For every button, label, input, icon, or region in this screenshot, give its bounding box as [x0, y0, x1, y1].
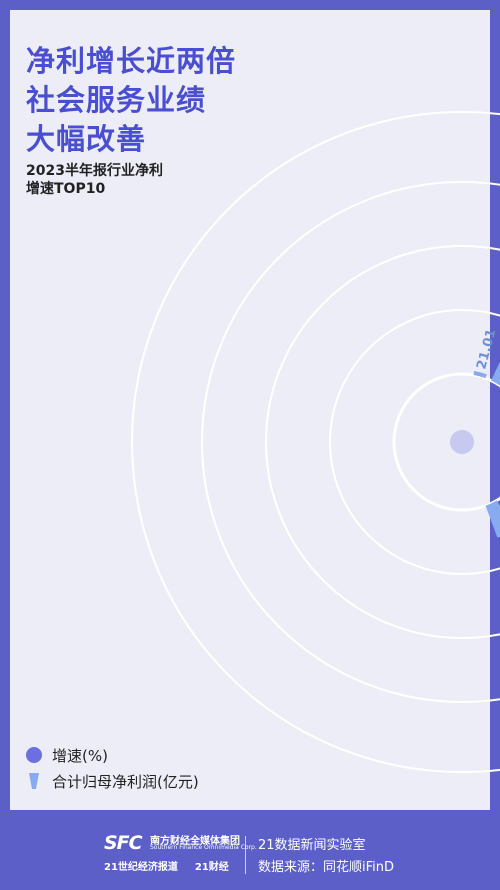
legend-bar-icon [29, 773, 39, 789]
title-line-1: 净利增长近两倍 [26, 44, 237, 78]
center-dot [450, 430, 474, 454]
footer: SFC 南方财经全媒体集团 Southern Finance Omnimedia… [0, 820, 500, 890]
title-line-2: 社会服务业绩 [26, 83, 207, 117]
subtitle-line-2: 增速TOP10 [26, 181, 106, 197]
sfc-logo: SFC 南方财经全媒体集团 Southern Finance Omnimedia… [104, 832, 257, 854]
sfc-logo-text: SFC [104, 832, 143, 854]
profit-bar-1 [491, 361, 500, 386]
ring-3 [201, 181, 500, 703]
legend-profit-label: 合计归母净利润(亿元) [52, 772, 199, 791]
legend-growth: 增速(%) [26, 742, 199, 768]
chart-panel [0, 0, 500, 820]
ring-2 [265, 245, 500, 639]
radial-chart: 21.01196.39社会服务912.6331.61公用事业639.5028.6… [131, 111, 500, 773]
data-source: 数据来源：同花顺iFinD [258, 860, 395, 875]
legend: 增速(%) 合计归母净利润(亿元) [26, 742, 199, 794]
profit-bar-9 [485, 500, 500, 538]
legend-dot-icon [26, 747, 42, 763]
sub-logo-21caijing: 21财经 [194, 862, 229, 873]
ring-0 [392, 372, 500, 512]
group-name-en: Southern Finance Omnimedia Corp. [150, 844, 257, 851]
legend-profit: 合计归母净利润(亿元) [26, 768, 199, 794]
lab-name: 21数据新闻实验室 [258, 838, 366, 853]
group-name: 南方财经全媒体集团 [150, 836, 240, 847]
legend-growth-label: 增速(%) [52, 746, 108, 765]
profit-bar-0 [473, 371, 487, 379]
subtitle-line-1: 2023半年报行业净利 [26, 163, 163, 179]
ring-4 [131, 111, 500, 773]
profit-label-0: 21.01 [474, 327, 499, 371]
footer-divider [245, 836, 246, 874]
sub-logo-21cbh: 21世纪经济报道 [104, 862, 178, 873]
sub-logos: 21世纪经济报道 21财经 [104, 858, 229, 873]
ring-1 [329, 309, 500, 575]
title-line-3: 大幅改善 [26, 122, 147, 156]
